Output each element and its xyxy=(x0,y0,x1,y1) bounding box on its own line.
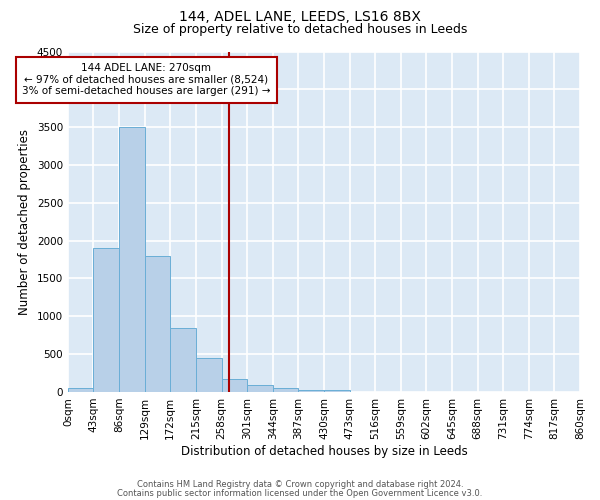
Y-axis label: Number of detached properties: Number of detached properties xyxy=(18,128,31,314)
Text: Contains HM Land Registry data © Crown copyright and database right 2024.: Contains HM Land Registry data © Crown c… xyxy=(137,480,463,489)
Text: 144 ADEL LANE: 270sqm
← 97% of detached houses are smaller (8,524)
3% of semi-de: 144 ADEL LANE: 270sqm ← 97% of detached … xyxy=(22,64,271,96)
Text: 144, ADEL LANE, LEEDS, LS16 8BX: 144, ADEL LANE, LEEDS, LS16 8BX xyxy=(179,10,421,24)
Bar xyxy=(68,388,94,392)
Bar xyxy=(247,385,273,392)
Bar xyxy=(94,248,119,392)
Bar xyxy=(273,388,298,392)
Text: Contains public sector information licensed under the Open Government Licence v3: Contains public sector information licen… xyxy=(118,488,482,498)
Bar xyxy=(221,378,247,392)
Bar xyxy=(196,358,221,392)
Text: Size of property relative to detached houses in Leeds: Size of property relative to detached ho… xyxy=(133,22,467,36)
Bar xyxy=(298,390,324,392)
X-axis label: Distribution of detached houses by size in Leeds: Distribution of detached houses by size … xyxy=(181,444,467,458)
Bar xyxy=(145,256,170,392)
Bar xyxy=(119,127,145,392)
Bar xyxy=(324,390,350,392)
Bar xyxy=(170,328,196,392)
